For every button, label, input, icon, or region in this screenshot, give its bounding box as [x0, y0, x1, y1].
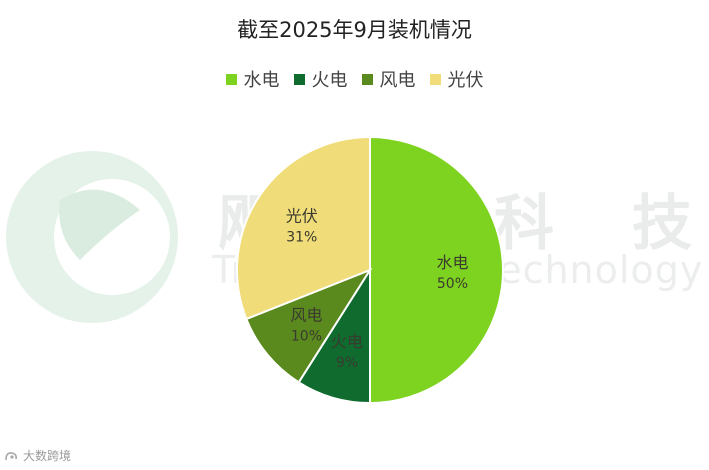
slice-thermal-label: 火电: [331, 332, 363, 351]
slice-hydro-label: 水电: [436, 253, 468, 272]
legend-swatch: [429, 73, 441, 85]
slice-wind-value: 10%: [291, 329, 322, 345]
legend-swatch: [225, 73, 237, 85]
legend-swatch: [361, 73, 373, 85]
slice-solar-label: 光伏: [286, 207, 318, 226]
slice-hydro[interactable]: [369, 135, 504, 405]
slice-hydro-value: 50%: [437, 276, 468, 292]
chart-title: 截至2025年9月装机情况: [237, 18, 472, 42]
slice-thermal-value: 9%: [336, 355, 358, 371]
legend-item-hydro[interactable]: 水电: [225, 66, 280, 92]
legend-swatch: [293, 73, 305, 85]
slice-wind[interactable]: [245, 267, 373, 384]
slice-wind-label: 风电: [290, 306, 322, 325]
slice-solar[interactable]: [236, 135, 371, 321]
legend-item-solar[interactable]: 光伏: [429, 66, 484, 92]
legend-label: 火电: [311, 70, 348, 91]
footer-source: 大数跨境: [4, 447, 71, 464]
slice-solar-value: 31%: [286, 230, 317, 246]
legend-item-thermal[interactable]: 火电: [293, 66, 348, 92]
footer-source-label: 大数跨境: [23, 449, 72, 463]
legend-item-wind[interactable]: 风电: [361, 66, 416, 92]
legend-label: 风电: [379, 70, 416, 91]
chart-legend: 水电 火电 风电 光伏: [0, 66, 709, 92]
source-logo-icon: [5, 451, 17, 460]
legend-label: 光伏: [447, 70, 484, 91]
legend-label: 水电: [243, 70, 280, 91]
